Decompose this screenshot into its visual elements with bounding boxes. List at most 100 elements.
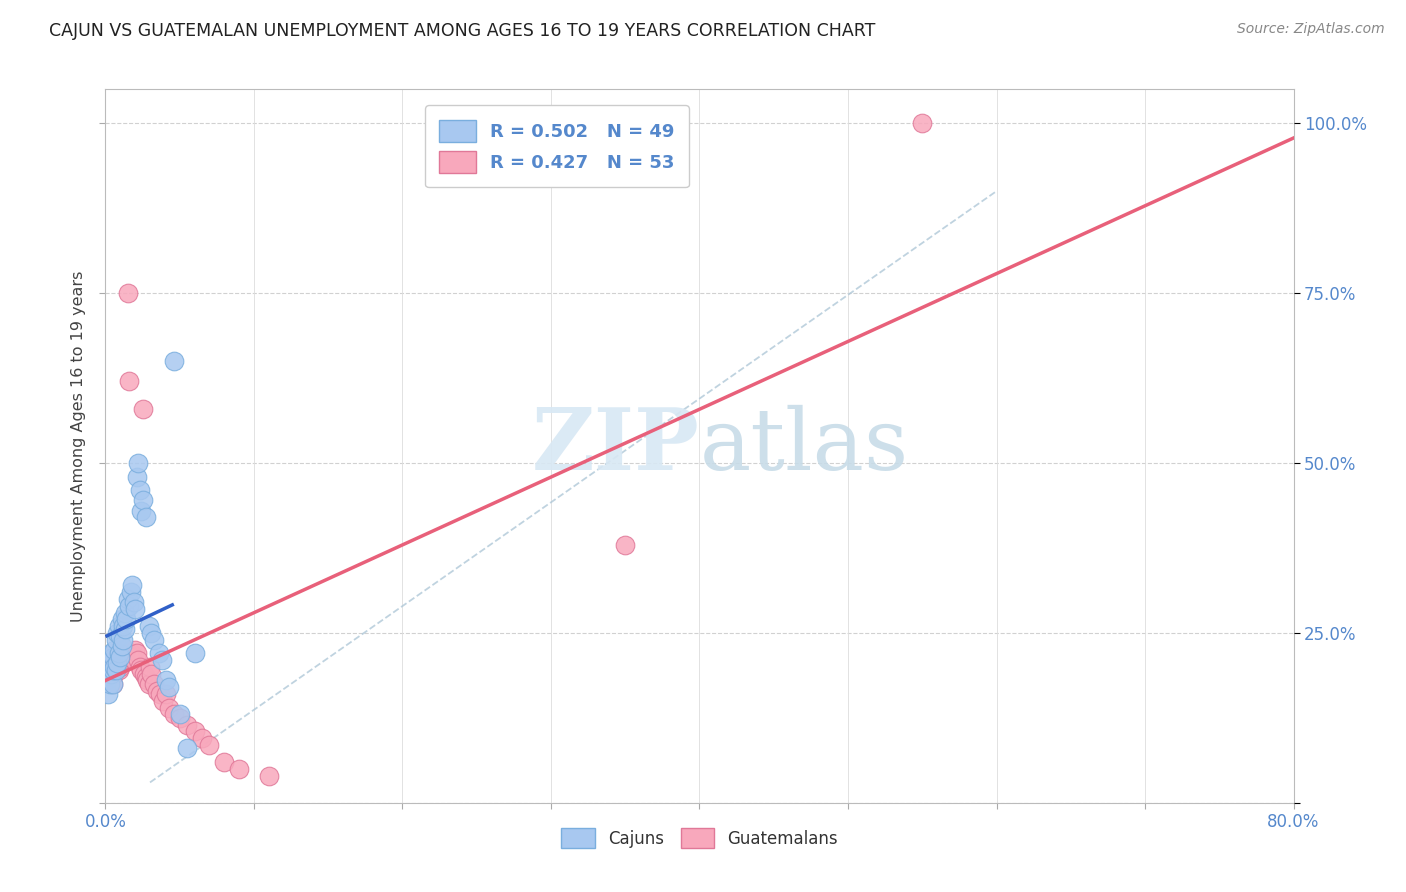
Point xyxy=(110,640,132,654)
Point xyxy=(98,653,121,667)
Point xyxy=(96,673,118,688)
Point xyxy=(120,585,142,599)
Point xyxy=(108,619,131,633)
Point xyxy=(118,599,141,613)
Point xyxy=(105,657,128,671)
Point xyxy=(124,602,146,616)
Point xyxy=(135,510,157,524)
Point xyxy=(163,707,186,722)
Point xyxy=(228,762,250,776)
Point xyxy=(108,646,131,660)
Point xyxy=(183,646,205,660)
Point xyxy=(112,632,135,647)
Text: CAJUN VS GUATEMALAN UNEMPLOYMENT AMONG AGES 16 TO 19 YEARS CORRELATION CHART: CAJUN VS GUATEMALAN UNEMPLOYMENT AMONG A… xyxy=(49,22,876,40)
Point xyxy=(148,646,170,660)
Point xyxy=(110,629,132,643)
Point xyxy=(117,591,139,606)
Point xyxy=(911,116,934,130)
Point xyxy=(129,663,152,677)
Text: Source: ZipAtlas.com: Source: ZipAtlas.com xyxy=(1237,22,1385,37)
Point xyxy=(121,578,143,592)
Point xyxy=(150,653,173,667)
Point xyxy=(103,660,125,674)
Point xyxy=(143,632,166,647)
Point xyxy=(115,612,138,626)
Point xyxy=(108,663,131,677)
Point xyxy=(112,619,135,633)
Point xyxy=(176,741,198,756)
Point xyxy=(122,595,145,609)
Point xyxy=(100,666,122,681)
Point xyxy=(114,606,136,620)
Point xyxy=(101,649,124,664)
Point xyxy=(176,717,198,731)
Point xyxy=(104,632,127,647)
Point xyxy=(139,660,162,674)
Point xyxy=(132,666,155,681)
Point xyxy=(125,646,148,660)
Point xyxy=(157,700,180,714)
Point xyxy=(149,687,172,701)
Point xyxy=(127,456,149,470)
Point xyxy=(129,503,152,517)
Point xyxy=(169,707,191,722)
Point xyxy=(128,483,150,498)
Point xyxy=(183,724,205,739)
Legend: Cajuns, Guatemalans: Cajuns, Guatemalans xyxy=(554,822,845,855)
Point xyxy=(101,663,124,677)
Point xyxy=(101,649,124,664)
Point xyxy=(214,755,236,769)
Point xyxy=(138,619,160,633)
Point xyxy=(141,666,163,681)
Point xyxy=(103,666,125,681)
Point xyxy=(131,493,153,508)
Point xyxy=(97,663,120,677)
Point xyxy=(257,769,280,783)
Point xyxy=(105,657,128,671)
Point xyxy=(98,673,121,688)
Point xyxy=(97,687,120,701)
Point xyxy=(191,731,214,746)
Point xyxy=(104,660,127,674)
Point xyxy=(101,677,124,691)
Point xyxy=(143,677,166,691)
Point xyxy=(121,649,143,664)
Point xyxy=(138,677,160,691)
Point xyxy=(108,643,131,657)
Point xyxy=(98,677,121,691)
Point xyxy=(110,660,132,674)
Point xyxy=(141,626,163,640)
Point xyxy=(105,649,128,664)
Point xyxy=(127,653,149,667)
Point xyxy=(103,643,125,657)
Point xyxy=(111,612,134,626)
Point xyxy=(136,673,159,688)
Point xyxy=(111,640,134,654)
Point xyxy=(112,646,135,660)
Point xyxy=(110,649,132,664)
Point xyxy=(135,670,157,684)
Point xyxy=(118,375,141,389)
Point xyxy=(120,646,142,660)
Point xyxy=(104,653,127,667)
Point xyxy=(105,626,128,640)
Text: ZIP: ZIP xyxy=(531,404,700,488)
Point xyxy=(155,673,177,688)
Point xyxy=(155,687,177,701)
Point xyxy=(152,694,174,708)
Point xyxy=(122,653,145,667)
Y-axis label: Unemployment Among Ages 16 to 19 years: Unemployment Among Ages 16 to 19 years xyxy=(72,270,86,622)
Point xyxy=(124,643,146,657)
Point xyxy=(114,649,136,664)
Point xyxy=(146,683,169,698)
Text: atlas: atlas xyxy=(700,404,908,488)
Point xyxy=(117,286,139,301)
Point xyxy=(100,660,122,674)
Point xyxy=(114,623,136,637)
Point xyxy=(100,646,122,660)
Point xyxy=(614,537,637,551)
Point xyxy=(104,663,127,677)
Point xyxy=(131,401,153,416)
Point xyxy=(157,680,180,694)
Point xyxy=(163,354,186,368)
